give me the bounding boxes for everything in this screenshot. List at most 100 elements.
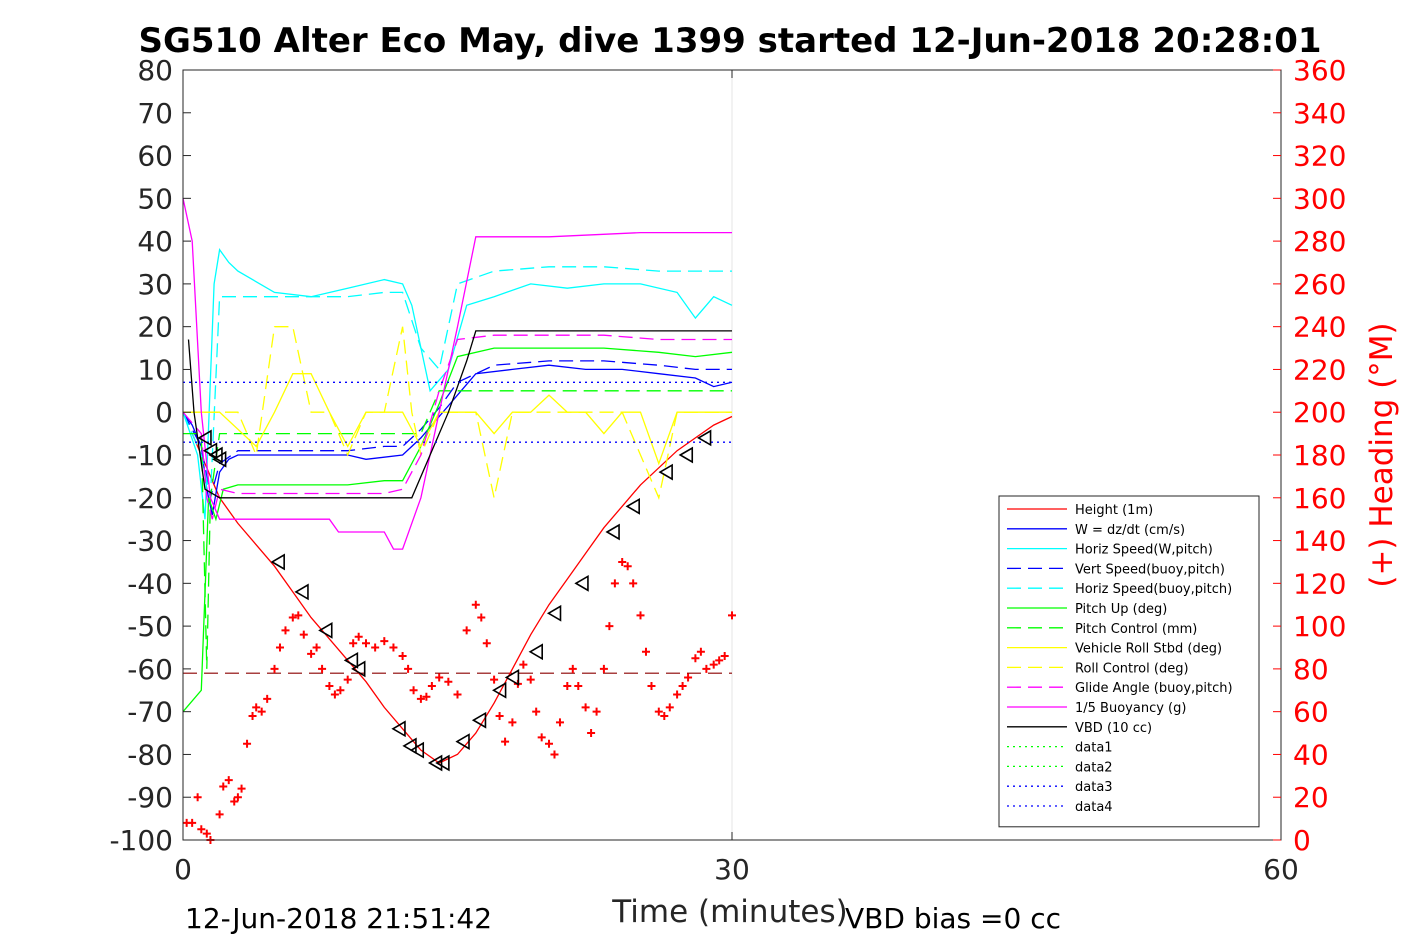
y-tick-label: 10: [137, 353, 173, 386]
depth-triangle-marker: [351, 660, 366, 678]
y-tick-label: -50: [127, 610, 173, 643]
legend-entry: Horiz Speed(W,pitch): [1075, 543, 1213, 558]
heading-point: [728, 611, 736, 620]
y-tick-label: -10: [127, 439, 173, 472]
heading-point: [202, 829, 211, 838]
heading-point: [623, 562, 632, 571]
depth-triangle-marker: [658, 463, 673, 481]
legend-entry: VBD (10 cc): [1075, 721, 1152, 736]
y-right-tick-label: 240: [1293, 311, 1346, 344]
heading-point: [307, 649, 316, 658]
series-line-10: [182, 198, 732, 550]
heading-point: [519, 660, 528, 669]
y-right-tick-label: 40: [1293, 738, 1329, 771]
depth-triangle-marker: [318, 621, 333, 639]
legend-entry: Pitch Control (mm): [1075, 622, 1197, 637]
heading-point: [281, 626, 290, 635]
y-tick-label: 80: [137, 54, 173, 87]
depth-triangle-marker: [492, 681, 507, 699]
depth-triangle-marker: [678, 446, 694, 464]
y-right-tick-label: 140: [1293, 525, 1346, 558]
y-right-tick-label: 300: [1293, 182, 1346, 215]
legend-box: [998, 495, 1260, 828]
heading-point: [416, 694, 425, 703]
heading-point: [532, 707, 541, 716]
heading-point: [678, 682, 687, 690]
y-right-tick-label: 0: [1293, 824, 1311, 857]
heading-point: [555, 718, 564, 727]
legend-entry: Roll Control (deg): [1075, 661, 1189, 676]
legend-entry: Pitch Up (deg): [1075, 602, 1167, 617]
heading-point: [330, 690, 339, 699]
footer-vbd-bias: VBD bias =0 cc: [845, 902, 1061, 935]
heading-point: [275, 643, 284, 652]
heading-point: [495, 711, 504, 720]
depth-triangle-marker: [574, 574, 589, 592]
y-right-tick-label: 60: [1293, 696, 1329, 729]
heading-point: [490, 675, 499, 684]
heading-point: [477, 613, 486, 622]
heading-point: [599, 664, 608, 673]
legend: Height (1m) W = dz/dt (cm/s) Horiz Speed(W…: [998, 495, 1260, 828]
y-right-tick-label: 360: [1293, 54, 1346, 87]
heading-point: [362, 639, 370, 648]
y-tick-label: 30: [137, 268, 173, 301]
heading-point: [233, 793, 242, 802]
depth-triangle-marker: [197, 429, 212, 447]
depth-triangle-marker: [427, 754, 443, 772]
y-right-tick-label: 220: [1293, 353, 1346, 386]
heading-point: [636, 611, 645, 620]
series-line-2: [182, 248, 733, 520]
legend-entry: Height (1m): [1075, 503, 1153, 518]
depth-triangle-marker: [625, 497, 640, 515]
y-right-tick-label: 120: [1293, 567, 1346, 600]
chart-title: SG510 Alter Eco May, dive 1399 started 1…: [138, 21, 1321, 61]
heading-point: [398, 652, 407, 661]
y-tick-label: -70: [127, 696, 173, 729]
y-tick-label: 60: [137, 140, 173, 173]
y-tick-label: -100: [109, 824, 173, 857]
heading-point: [691, 654, 700, 663]
y-right-tick-label: 100: [1293, 610, 1346, 643]
y-tick-label: 70: [137, 97, 173, 130]
legend-entry: W = dz/dt (cm/s): [1075, 523, 1185, 538]
y-axis-label-right: (+) Heading (°M): [1364, 322, 1400, 587]
series-line-4: [182, 266, 732, 498]
heading-point: [243, 739, 252, 748]
legend-entry: Glide Angle (buoy,pitch): [1075, 681, 1233, 696]
depth-triangle-marker: [270, 553, 285, 571]
legend-entry: data4: [1075, 800, 1113, 815]
heading-point: [508, 718, 517, 727]
y-right-tick-label: 340: [1293, 97, 1346, 130]
heading-point: [224, 776, 233, 785]
heading-point: [654, 707, 663, 716]
heading-point: [343, 675, 352, 684]
heading-point: [665, 703, 674, 712]
heading-point: [318, 664, 327, 673]
legend-entry: 1/5 Buoyancy (g): [1075, 701, 1186, 716]
footer-timestamp: 12-Jun-2018 21:51:42: [185, 902, 492, 935]
y-right-tick-label: 320: [1293, 140, 1346, 173]
heading-point: [371, 643, 380, 652]
series-line-6: [183, 390, 732, 669]
heading-point: [188, 818, 197, 827]
heading-point: [427, 682, 436, 690]
heading-point: [581, 703, 590, 712]
depth-triangle-marker: [546, 604, 562, 622]
heading-point: [312, 643, 321, 652]
heading-point: [702, 664, 711, 673]
depth-triangle-marker: [212, 450, 227, 468]
heading-point: [215, 810, 224, 819]
heading-point: [629, 579, 638, 588]
heading-point: [592, 707, 601, 716]
heading-point: [673, 690, 682, 699]
heading-point: [501, 737, 510, 746]
heading-point: [715, 656, 724, 665]
heading-point: [482, 639, 491, 648]
heading-point: [709, 660, 718, 669]
heading-point: [336, 686, 345, 695]
legend-entry: Vert Speed(buoy,pitch): [1075, 562, 1225, 577]
heading-point: [526, 675, 535, 684]
y-right-tick-label: 200: [1293, 396, 1346, 429]
